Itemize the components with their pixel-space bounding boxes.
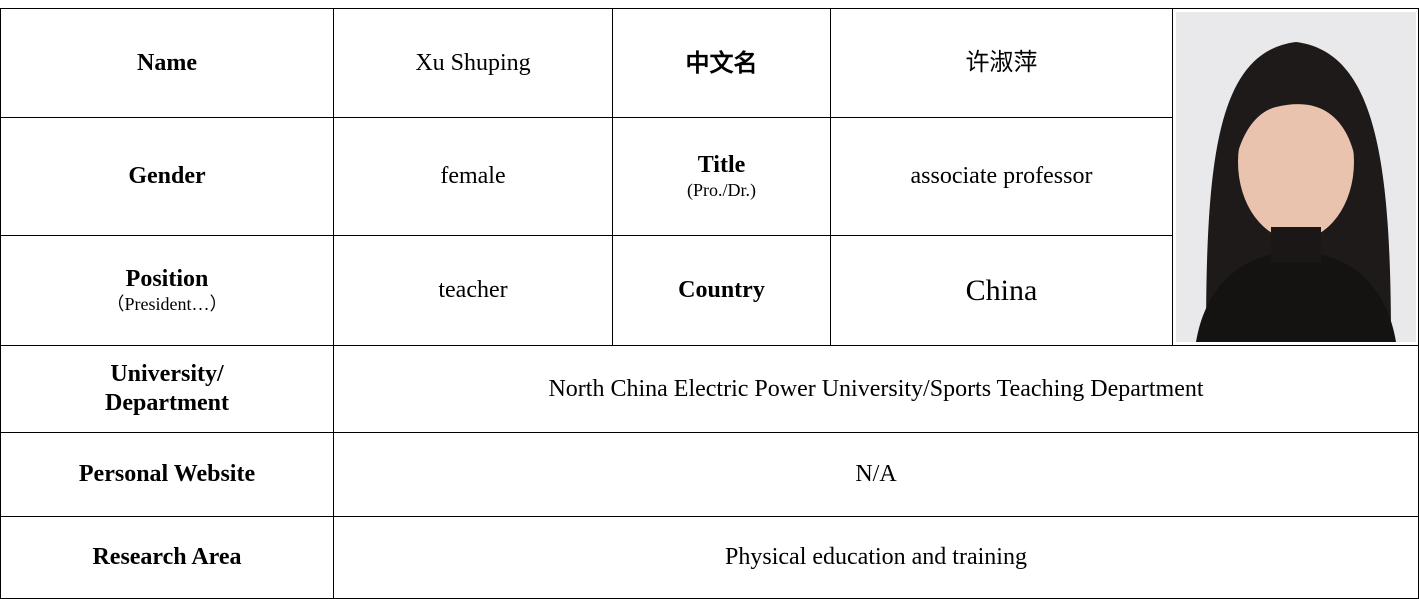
value-cell: N/A <box>333 432 1419 517</box>
value-cell: female <box>333 117 613 236</box>
header-cell: Position （President…） <box>0 235 334 346</box>
value-cell: Physical education and training <box>333 516 1419 599</box>
value-cell: Xu Shuping <box>333 8 613 118</box>
header-note: (Pro./Dr.) <box>687 180 756 201</box>
value-cell: North China Electric Power University/Sp… <box>333 345 1419 433</box>
header-cell: Title (Pro./Dr.) <box>612 117 831 236</box>
row: Personal Website N/A <box>0 432 1419 517</box>
row: University/ Department North China Elect… <box>0 345 1419 433</box>
row: Gender female Title (Pro./Dr.) associate … <box>0 117 1419 236</box>
header-cell: 中文名 <box>612 8 831 118</box>
value-cell: teacher <box>333 235 613 346</box>
photo-cell <box>1172 8 1419 346</box>
row: Name Xu Shuping 中文名 许淑萍 <box>0 8 1419 346</box>
header-label: Position <box>125 266 209 293</box>
header-cell: Gender <box>0 117 334 236</box>
header-cell: Country <box>612 235 831 346</box>
value-cell: 许淑萍 <box>830 8 1173 118</box>
header-cell: University/ Department <box>0 345 334 433</box>
value-cell: China <box>830 235 1173 346</box>
header-cell: Personal Website <box>0 432 334 517</box>
header-cell: Name <box>0 8 334 118</box>
profile-table: Name Xu Shuping 中文名 许淑萍 Gender female Ti… <box>0 8 1419 599</box>
row: Research Area Physical education and tra… <box>0 516 1419 599</box>
photo <box>1175 12 1416 342</box>
header-note: （President…） <box>106 294 228 315</box>
value-cell: associate professor <box>830 117 1173 236</box>
header-label: Title <box>697 152 746 179</box>
header-cell: Research Area <box>0 516 334 599</box>
